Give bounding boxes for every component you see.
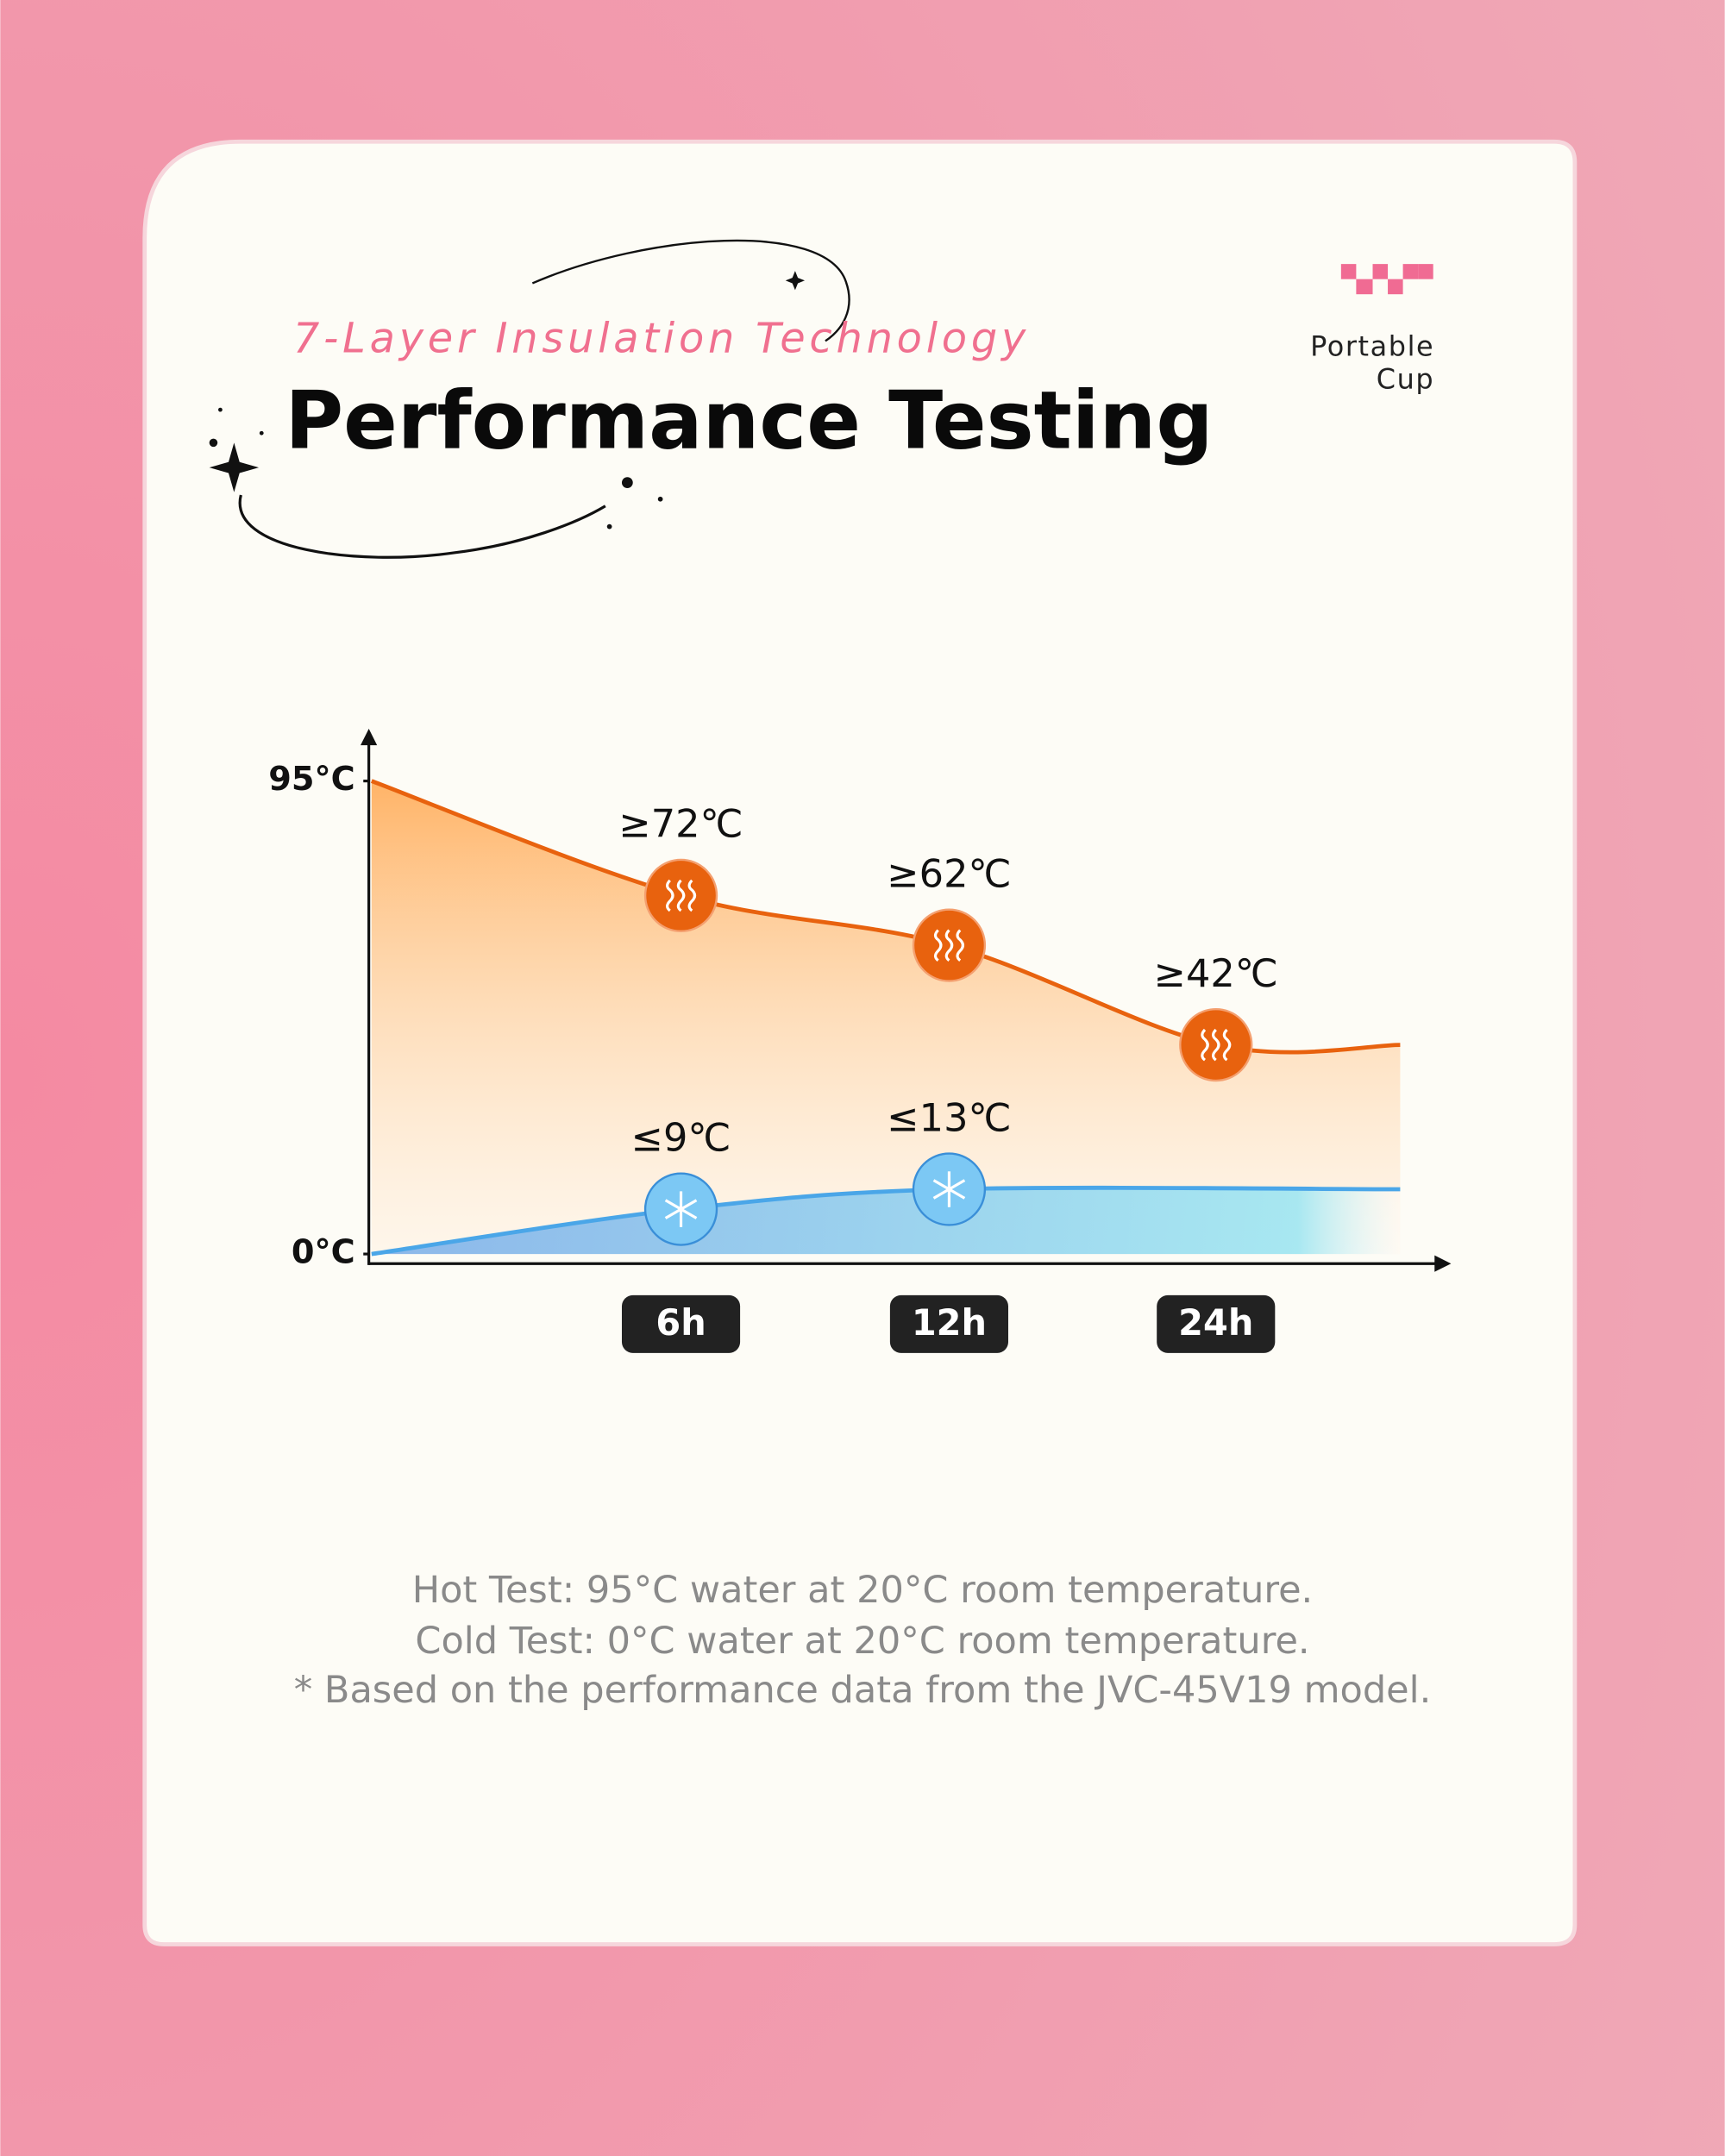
marker bbox=[1179, 1007, 1253, 1082]
x-tick-label: 24h bbox=[1178, 1302, 1253, 1344]
star bbox=[785, 271, 806, 291]
series-area bbox=[371, 780, 1401, 1255]
x-tick-box bbox=[889, 1294, 1009, 1353]
dot bbox=[209, 438, 218, 448]
heat-icon bbox=[1211, 1028, 1220, 1062]
x-tick-box bbox=[621, 1294, 741, 1353]
series-line bbox=[371, 1185, 1401, 1257]
brand-text: Portable bbox=[1310, 329, 1434, 362]
y-tick-label: 95°C bbox=[268, 760, 354, 799]
star bbox=[209, 442, 260, 492]
brand-text: Cup bbox=[1377, 363, 1434, 396]
note: Cold Test: 0°C water at 20°C room temper… bbox=[415, 1620, 1309, 1663]
value-label: ≥42℃ bbox=[1154, 951, 1278, 996]
note: * Based on the performance data from the… bbox=[294, 1669, 1432, 1712]
brand-logo bbox=[1340, 264, 1433, 295]
dot bbox=[218, 407, 223, 412]
value-label: ≤9℃ bbox=[631, 1115, 731, 1160]
y-tick-label: 0°C bbox=[292, 1233, 355, 1272]
snow-icon bbox=[664, 1199, 698, 1219]
note: Hot Test: 95°C water at 20°C room temper… bbox=[412, 1569, 1314, 1612]
axis-arrow bbox=[361, 729, 378, 746]
x-tick-box bbox=[1157, 1294, 1276, 1353]
title: Performance Testing bbox=[285, 374, 1213, 467]
value-label: ≥72℃ bbox=[618, 802, 743, 847]
value-label: ≤13℃ bbox=[887, 1095, 1011, 1140]
chart: 95°C 0°C ≥72℃ ≥62℃ ≥42℃ ≤9℃ ≤13℃ 6h 12h 24h bbox=[268, 760, 1401, 1353]
value-label: ≥62℃ bbox=[887, 851, 1011, 896]
heat-icon bbox=[687, 879, 697, 912]
x-tick-label: 12h bbox=[912, 1302, 987, 1344]
heat-icon bbox=[666, 879, 674, 912]
heat-icon bbox=[676, 879, 686, 912]
dot bbox=[606, 523, 612, 530]
heat-icon bbox=[933, 929, 943, 962]
x-tick-label: 6h bbox=[656, 1302, 706, 1344]
dot bbox=[259, 430, 264, 436]
subtitle: 7-Layer Insulation Technology bbox=[293, 315, 1030, 362]
series-area bbox=[371, 1188, 1401, 1255]
heat-icon bbox=[1201, 1028, 1209, 1062]
axis-arrow bbox=[1434, 1255, 1452, 1272]
snow-icon bbox=[932, 1179, 966, 1200]
swoosh bbox=[531, 239, 850, 342]
heat-icon bbox=[956, 929, 964, 962]
heat-icon bbox=[944, 929, 954, 962]
swoosh bbox=[238, 494, 606, 559]
dot bbox=[657, 496, 663, 502]
marker bbox=[912, 908, 987, 982]
marker bbox=[643, 858, 718, 933]
dot bbox=[621, 477, 633, 489]
heat-icon bbox=[1222, 1028, 1232, 1062]
